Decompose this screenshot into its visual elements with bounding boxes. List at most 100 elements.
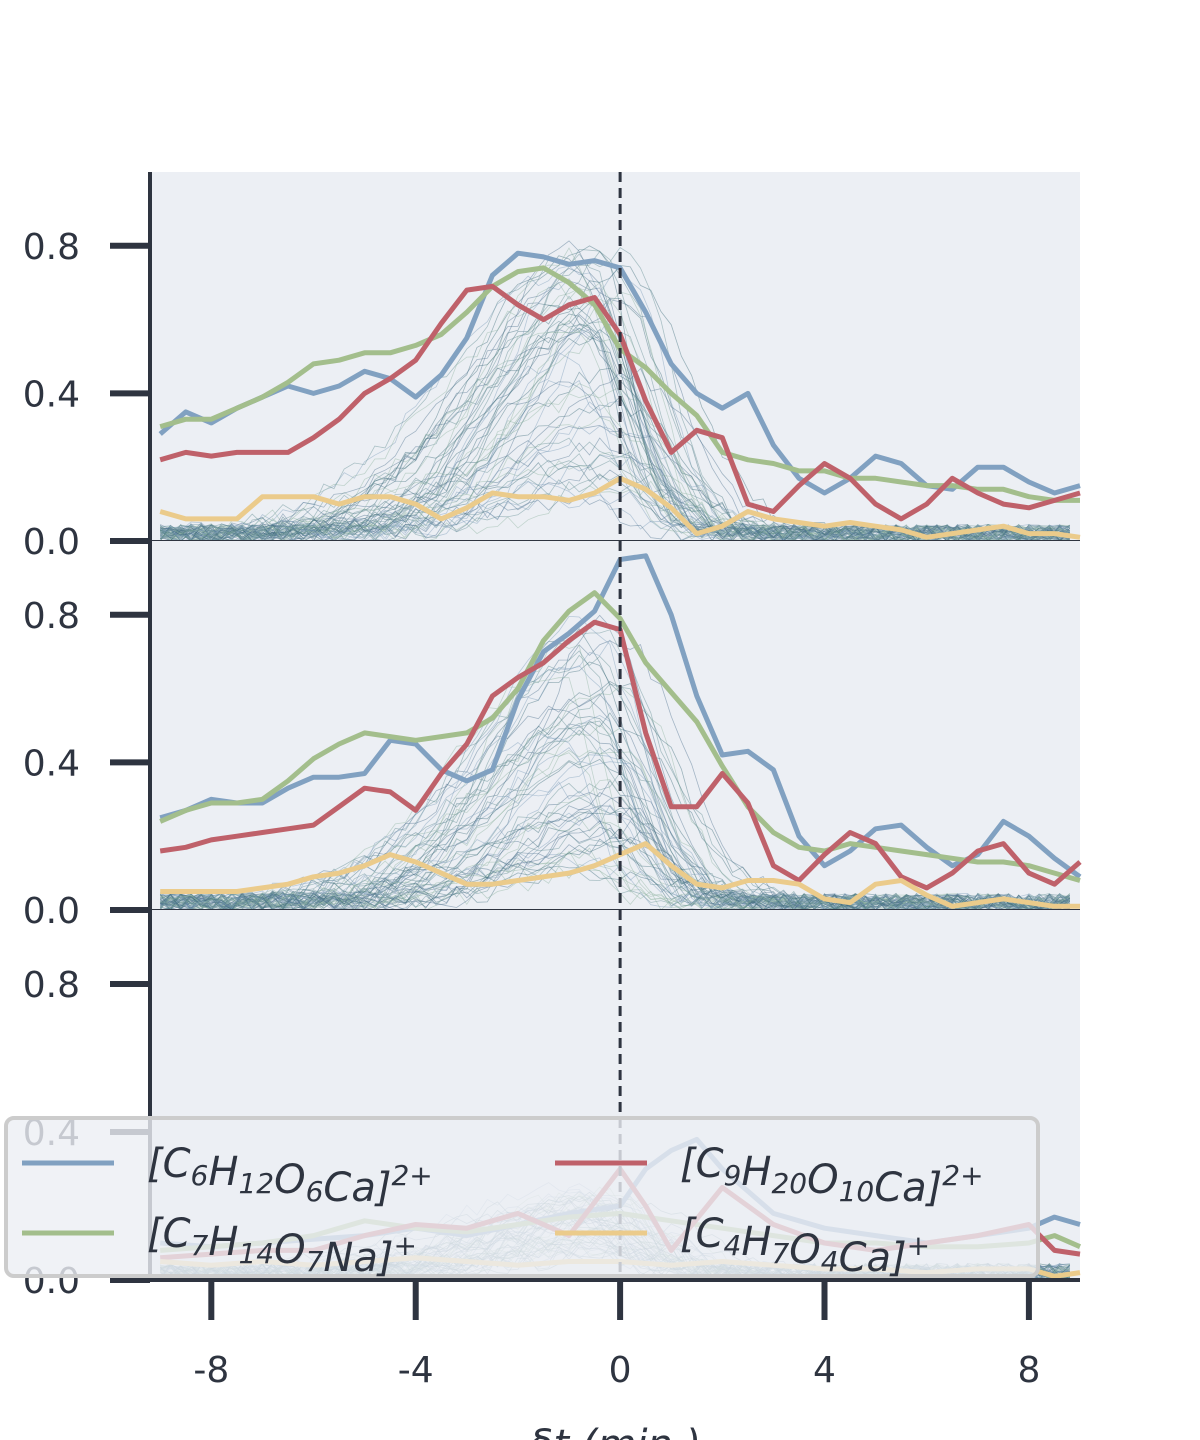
- y-tick-label: 0.8: [23, 965, 80, 1006]
- legend-item-green: [C7H14O7Na]+: [22, 1211, 417, 1281]
- background-trace: [159, 643, 1070, 911]
- background-trace: [159, 247, 1071, 542]
- series-line-green: [159, 590, 1081, 883]
- background-trace: [159, 863, 1071, 911]
- x-tick-label: -4: [398, 1350, 434, 1391]
- background-trace: [160, 367, 1071, 542]
- background-trace: [159, 749, 1070, 911]
- background-trace: [159, 640, 1071, 911]
- background-trace: [160, 255, 1070, 542]
- y-tick-label: 0.4: [23, 743, 80, 784]
- background-trace: [160, 437, 1070, 542]
- background-trace: [160, 779, 1071, 911]
- background-trace: [159, 779, 1070, 911]
- background-trace: [160, 820, 1070, 911]
- background-trace: [160, 454, 1070, 542]
- background-trace: [159, 838, 1070, 911]
- x-tick-label: 8: [1017, 1350, 1040, 1391]
- panel-1: 0.0 0.4 0.8: [23, 172, 1081, 563]
- background-trace: [159, 437, 1070, 542]
- background-trace: [160, 379, 1071, 542]
- y-tick-label: 0.0: [23, 891, 80, 932]
- background-trace: [159, 491, 1070, 542]
- background-trace: [160, 850, 1070, 911]
- legend-label: [C4H7O4Ca]+: [680, 1211, 930, 1281]
- background-trace: [160, 816, 1071, 911]
- legend-item-yellow: [C4H7O4Ca]+: [555, 1211, 930, 1281]
- background-trace: [159, 400, 1070, 542]
- background-trace: [160, 854, 1070, 911]
- background-trace: [160, 832, 1070, 911]
- background-trace: [159, 685, 1070, 911]
- background-trace: [159, 797, 1070, 911]
- y-tick-label: 0.4: [23, 374, 80, 415]
- panel-2: 0.0 0.4 0.8: [23, 541, 1082, 932]
- legend-box: [4, 1116, 1040, 1278]
- background-trace: [159, 479, 1070, 542]
- background-trace: [160, 723, 1071, 911]
- background-trace: [159, 810, 1071, 911]
- background-trace: [160, 699, 1071, 911]
- background-trace: [159, 711, 1070, 911]
- background-trace: [159, 383, 1070, 542]
- background-trace: [159, 683, 1070, 911]
- background-trace: [160, 297, 1070, 542]
- background-trace: [160, 796, 1070, 911]
- background-trace: [160, 248, 1070, 542]
- background-trace: [160, 253, 1071, 542]
- background-trace: [159, 267, 1070, 542]
- y-tick-label: 0.0: [23, 522, 80, 563]
- x-axis-label: δt (min.): [529, 1422, 701, 1440]
- background-trace: [160, 328, 1071, 542]
- background-trace: [160, 849, 1071, 911]
- background-trace: [159, 386, 1070, 542]
- background-trace: [160, 781, 1070, 911]
- background-trace: [160, 282, 1070, 542]
- background-trace: [159, 291, 1070, 542]
- background-trace: [160, 792, 1070, 911]
- background-trace: [160, 424, 1071, 542]
- background-trace: [159, 836, 1071, 911]
- legend-label: [C7H14O7Na]+: [147, 1211, 417, 1281]
- background-trace: [160, 245, 1070, 542]
- background-traces: [159, 614, 1071, 911]
- background-trace: [160, 278, 1071, 542]
- y-tick-label: 0.8: [23, 596, 80, 637]
- background-trace: [160, 615, 1070, 911]
- background-trace: [160, 335, 1071, 542]
- background-trace: [160, 247, 1070, 542]
- x-tick-label: -8: [193, 1350, 229, 1391]
- legend-label: [C6H12O6Ca]2+: [147, 1141, 433, 1211]
- background-trace: [159, 331, 1071, 542]
- background-trace: [159, 327, 1070, 542]
- background-trace: [159, 661, 1071, 911]
- legend-item-red: [C9H20O10Ca]2+: [555, 1141, 984, 1211]
- legend-label: [C9H20O10Ca]2+: [680, 1141, 984, 1211]
- background-trace: [160, 729, 1071, 911]
- background-trace: [159, 863, 1071, 911]
- background-trace: [160, 480, 1070, 542]
- background-trace: [159, 714, 1070, 911]
- background-trace: [160, 724, 1071, 911]
- background-trace: [160, 820, 1070, 911]
- background-trace: [160, 416, 1071, 542]
- background-trace: [160, 265, 1070, 542]
- background-trace: [159, 758, 1070, 911]
- background-trace: [159, 807, 1070, 911]
- background-trace: [159, 298, 1071, 542]
- background-trace: [160, 806, 1071, 911]
- background-trace: [160, 654, 1071, 911]
- background-trace: [159, 805, 1070, 911]
- background-trace: [160, 313, 1070, 542]
- background-trace: [160, 650, 1071, 911]
- background-trace: [159, 681, 1070, 911]
- y-tick-label: 0.8: [23, 227, 80, 268]
- background-trace: [159, 865, 1070, 911]
- background-trace: [160, 747, 1070, 911]
- background-trace: [159, 746, 1070, 911]
- background-trace: [159, 761, 1071, 911]
- background-trace: [160, 712, 1071, 911]
- legend: [C6H12O6Ca]2+ [C9H20O10Ca]2+ [C7H14O7Na]+ […: [4, 1116, 1040, 1281]
- background-trace: [160, 629, 1070, 911]
